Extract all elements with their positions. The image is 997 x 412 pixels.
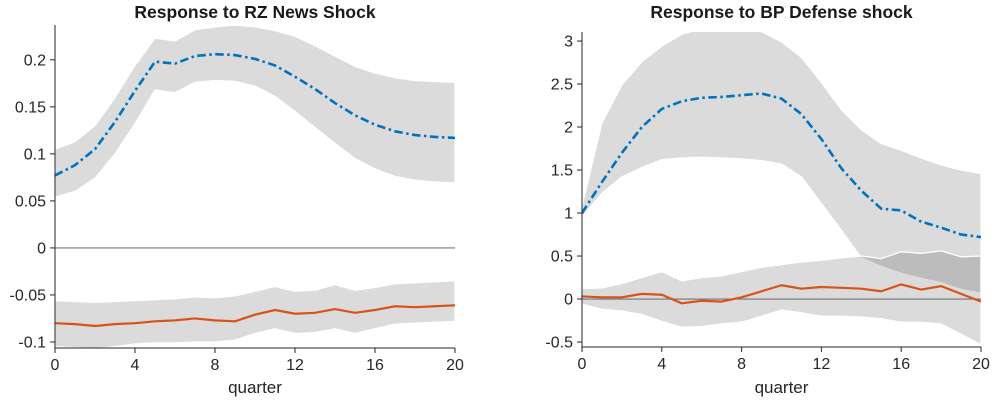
x-tick-label: 4: [131, 357, 140, 374]
y-tick-label: 0.2: [24, 52, 46, 69]
rz-news-irf-blue-band: [55, 25, 455, 198]
x-tick-label: 12: [813, 356, 831, 373]
y-tick-label: -0.5: [545, 335, 573, 352]
x-axis-label-bp: quarter: [754, 378, 809, 397]
y-tick-label: 1: [564, 206, 573, 223]
chart-title-rz: Response to RZ News Shock: [134, 2, 376, 22]
x-tick-label: 16: [366, 357, 384, 374]
x-axis-label-rz: quarter: [228, 378, 282, 397]
y-tick-label: 0.05: [15, 193, 46, 210]
chart-bp-defense-shock: Response to BP Defense shock -0.5 0 0.5 1 1.…: [498, 0, 997, 412]
rz-news-irf-blue-line: [55, 52, 455, 177]
x-tick-label: 20: [972, 356, 990, 373]
plot-canvas-rz: -0.1 -0.05 0 0.05 0.1 0.15 0.2 0 4 8 12 16 20: [10, 25, 464, 374]
x-tick-label: 0: [51, 357, 60, 374]
y-tick-label: 2.5: [551, 77, 573, 94]
y-tick-label: 0.1: [24, 146, 46, 163]
x-tick-label: 16: [892, 356, 910, 373]
bp-defense-irf-orange-line: [582, 283, 981, 305]
rz-news-irf-orange-line: [55, 304, 455, 328]
x-tick-label: 8: [211, 357, 220, 374]
bp-defense-irf-blue-line: [582, 92, 981, 239]
y-tick-label: 0.15: [15, 99, 46, 116]
bp-defense-irf-orange-band: [582, 250, 981, 346]
y-tick-label: 0: [564, 292, 573, 309]
x-tick-label: 4: [657, 356, 666, 373]
x-tick-label: 20: [446, 357, 464, 374]
bp-defense-irf-blue-band: [582, 32, 981, 294]
y-tick-label: 2: [564, 120, 573, 137]
y-tick-label: 0: [37, 240, 46, 257]
x-tick-label: 8: [737, 356, 746, 373]
y-tick-label: 0.5: [551, 249, 573, 266]
chart-rz-news-shock: Response to RZ News Shock -0.1 -0.05 0 0.05…: [0, 0, 498, 412]
y-tick-label: -0.05: [10, 287, 47, 304]
y-tick-label: 1.5: [551, 163, 573, 180]
x-tick-label: 12: [286, 357, 304, 374]
x-tick-label: 0: [578, 356, 587, 373]
chart-title-bp: Response to BP Defense shock: [650, 2, 913, 22]
plot-canvas-bp: -0.5 0 0.5 1 1.5 2 2.5 3 0 4 8 12 16 20: [545, 32, 990, 373]
y-tick-label: -0.1: [18, 334, 46, 351]
y-tick-label: 3: [564, 34, 573, 51]
